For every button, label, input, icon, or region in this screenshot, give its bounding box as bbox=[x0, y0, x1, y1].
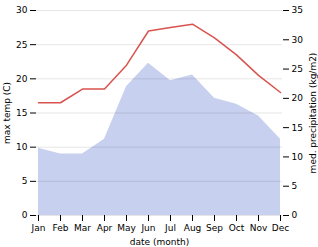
svg-text:Aug: Aug bbox=[184, 223, 202, 233]
svg-text:Sep: Sep bbox=[206, 223, 223, 233]
svg-text:15: 15 bbox=[16, 108, 27, 118]
svg-text:date (month): date (month) bbox=[130, 237, 189, 247]
svg-text:Apr: Apr bbox=[97, 223, 113, 233]
svg-text:Mar: Mar bbox=[74, 223, 91, 233]
svg-text:5: 5 bbox=[22, 176, 28, 186]
svg-text:10: 10 bbox=[16, 142, 28, 152]
svg-text:May: May bbox=[117, 223, 136, 233]
svg-text:Feb: Feb bbox=[53, 223, 69, 233]
svg-text:Nov: Nov bbox=[250, 223, 268, 233]
svg-text:10: 10 bbox=[292, 152, 304, 162]
svg-text:Jun: Jun bbox=[140, 223, 155, 233]
svg-text:30: 30 bbox=[292, 35, 304, 45]
svg-text:35: 35 bbox=[292, 5, 303, 15]
svg-text:30: 30 bbox=[16, 5, 28, 15]
svg-text:15: 15 bbox=[292, 123, 303, 133]
svg-text:Dec: Dec bbox=[272, 223, 289, 233]
svg-text:5: 5 bbox=[292, 181, 298, 191]
svg-text:0: 0 bbox=[292, 210, 298, 220]
svg-text:25: 25 bbox=[16, 40, 27, 50]
svg-text:max temp (C): max temp (C) bbox=[2, 82, 12, 144]
svg-text:0: 0 bbox=[22, 210, 28, 220]
svg-text:25: 25 bbox=[292, 64, 303, 74]
svg-text:Jan: Jan bbox=[31, 223, 46, 233]
svg-text:20: 20 bbox=[292, 93, 304, 103]
svg-text:20: 20 bbox=[16, 74, 28, 84]
svg-text:med. precipitation (kg/m2): med. precipitation (kg/m2) bbox=[308, 53, 318, 174]
svg-text:Oct: Oct bbox=[229, 223, 245, 233]
svg-text:Jul: Jul bbox=[164, 223, 176, 233]
